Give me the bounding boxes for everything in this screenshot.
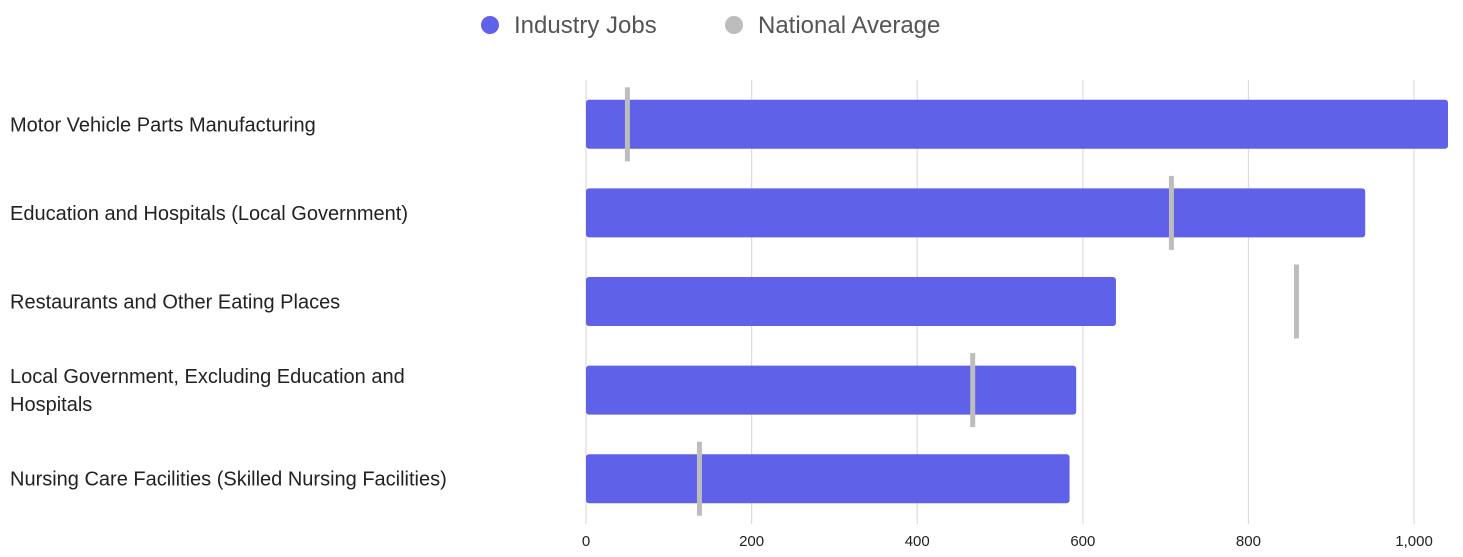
legend-item-0: Industry Jobs [481,12,657,39]
x-tick-label: 400 [905,533,930,550]
legend-label: Industry Jobs [514,12,657,39]
industry-jobs-bar [586,99,1448,149]
category-label: Education and Hospitals (Local Governmen… [10,203,408,225]
industry-jobs-bar [586,454,1070,504]
category-label: Restaurants and Other Eating Places [10,292,340,314]
x-tick-label: 0 [582,533,590,550]
x-axis-ticks: 0 200 400 600 800 1,000 [582,533,1433,550]
national-average-tick [1168,175,1174,250]
category-label: Local Government, Excluding Education an… [10,366,405,416]
x-tick-label: 600 [1070,533,1095,550]
national-average-tick [1293,264,1299,339]
industry-jobs-bar [586,277,1116,326]
category-label: Motor Vehicle Parts Manufacturing [10,114,316,136]
industry-jobs-bar [586,188,1366,238]
legend-item-1: National Average [725,12,940,39]
legend-label: National Average [758,12,940,39]
national-average-markers [624,87,1299,516]
legend-swatch [725,16,743,34]
x-tick-label: 1,000 [1395,533,1433,550]
category-label: Nursing Care Facilities (Skilled Nursing… [10,469,447,491]
x-tick-label: 800 [1236,533,1261,550]
national-average-tick [624,87,630,162]
x-tick-label: 200 [739,533,764,550]
legend-swatch [481,16,499,34]
legend: Industry Jobs National Average [481,12,940,39]
national-average-tick [970,353,976,428]
bars [586,99,1448,504]
industry-jobs-bar [586,365,1077,415]
category-labels: Motor Vehicle Parts Manufacturing Educati… [10,114,447,490]
national-average-tick [696,441,702,516]
